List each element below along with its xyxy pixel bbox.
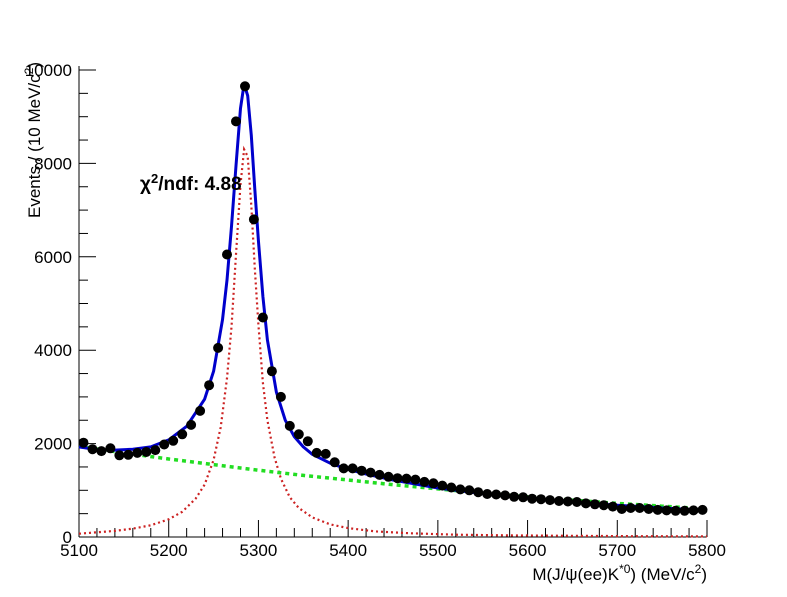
x-tick-label: 5500 [419, 541, 457, 560]
data-point [257, 312, 268, 323]
data-point [509, 491, 520, 502]
x-tick-label: 5200 [150, 541, 188, 560]
data-point [222, 249, 232, 260]
data-point [383, 471, 394, 482]
data-point [580, 498, 591, 509]
y-tick-label: 10000 [25, 61, 72, 80]
data-point [338, 463, 349, 474]
data-point [473, 487, 484, 498]
data-point [401, 473, 412, 484]
x-tick-label: 5400 [329, 541, 367, 560]
data-points [78, 81, 708, 516]
data-point [204, 380, 215, 391]
y-tick-label: 0 [63, 528, 72, 547]
data-point [186, 419, 197, 430]
data-point [625, 503, 636, 513]
data-point [500, 490, 511, 501]
data-point [177, 429, 188, 440]
data-point [410, 474, 421, 485]
data-point [428, 478, 439, 489]
x-tick-label: 5800 [688, 541, 726, 560]
x-tick-label: 5100 [60, 541, 98, 560]
y-axis-title: Events / (10 MeV/c2) [22, 62, 44, 218]
data-point [347, 463, 358, 474]
data-point [607, 501, 618, 512]
signal-curve [78, 145, 708, 538]
y-tick-label: 2000 [34, 435, 72, 454]
data-point [195, 405, 206, 416]
fit-curves [78, 82, 708, 538]
data-point [240, 81, 250, 92]
x-axis-ticks: 5100 5200 5300 5400 5500 5600 5700 5800 [60, 520, 726, 560]
data-point [311, 447, 322, 458]
data-point [284, 420, 295, 431]
data-point [293, 429, 304, 440]
data-point [634, 503, 645, 513]
data-point [329, 457, 340, 468]
data-point [527, 493, 538, 504]
data-point [482, 489, 493, 499]
axes [78, 66, 707, 538]
data-point [320, 448, 331, 459]
data-point [87, 444, 98, 455]
data-point [464, 485, 475, 496]
data-point [571, 497, 582, 507]
data-point [536, 494, 546, 505]
data-point [616, 504, 627, 514]
data-point [392, 473, 403, 484]
data-point [168, 435, 179, 446]
data-point [123, 449, 134, 460]
data-point [374, 469, 385, 480]
data-point [213, 342, 224, 353]
data-point [365, 467, 376, 478]
data-point [302, 436, 313, 447]
data-point [670, 505, 681, 516]
data-point [652, 504, 663, 515]
data-point [114, 450, 125, 461]
data-point [643, 504, 654, 514]
data-point [437, 480, 448, 491]
x-axis-title: M(J/ψ(ee)K*0) (MeV/c2) [532, 562, 707, 584]
data-point [248, 214, 259, 225]
data-point [661, 505, 672, 516]
total-fit-curve [78, 82, 708, 512]
data-point [446, 482, 457, 493]
x-tick-label: 5700 [598, 541, 636, 560]
y-axis-ticks: 0 2000 4000 6000 8000 10000 [25, 61, 96, 547]
data-point [96, 446, 107, 457]
data-point [562, 496, 573, 507]
data-point [688, 505, 699, 516]
y-tick-label: 4000 [34, 341, 72, 360]
data-point [491, 489, 502, 500]
data-point [518, 492, 529, 503]
data-point [141, 447, 152, 457]
data-point [231, 116, 241, 127]
data-point [159, 439, 170, 450]
data-point [132, 447, 143, 458]
data-point [545, 495, 555, 506]
data-point [356, 465, 367, 476]
y-tick-label: 8000 [34, 154, 72, 173]
y-tick-label: 6000 [34, 248, 72, 267]
data-point [455, 484, 466, 495]
data-point [598, 500, 609, 511]
data-point [78, 437, 89, 448]
x-tick-label: 5600 [509, 541, 547, 560]
background-curve [78, 444, 708, 511]
x-tick-label: 5300 [240, 541, 278, 560]
data-point [266, 366, 277, 377]
data-point [589, 499, 600, 510]
data-point [150, 445, 161, 456]
chi2-annotation: χ2/ndf: 4.88 [140, 171, 242, 196]
data-point [554, 496, 564, 506]
data-point [419, 476, 430, 487]
data-point [679, 505, 690, 516]
data-point [275, 391, 286, 402]
data-point [697, 504, 708, 515]
data-point [105, 443, 116, 454]
